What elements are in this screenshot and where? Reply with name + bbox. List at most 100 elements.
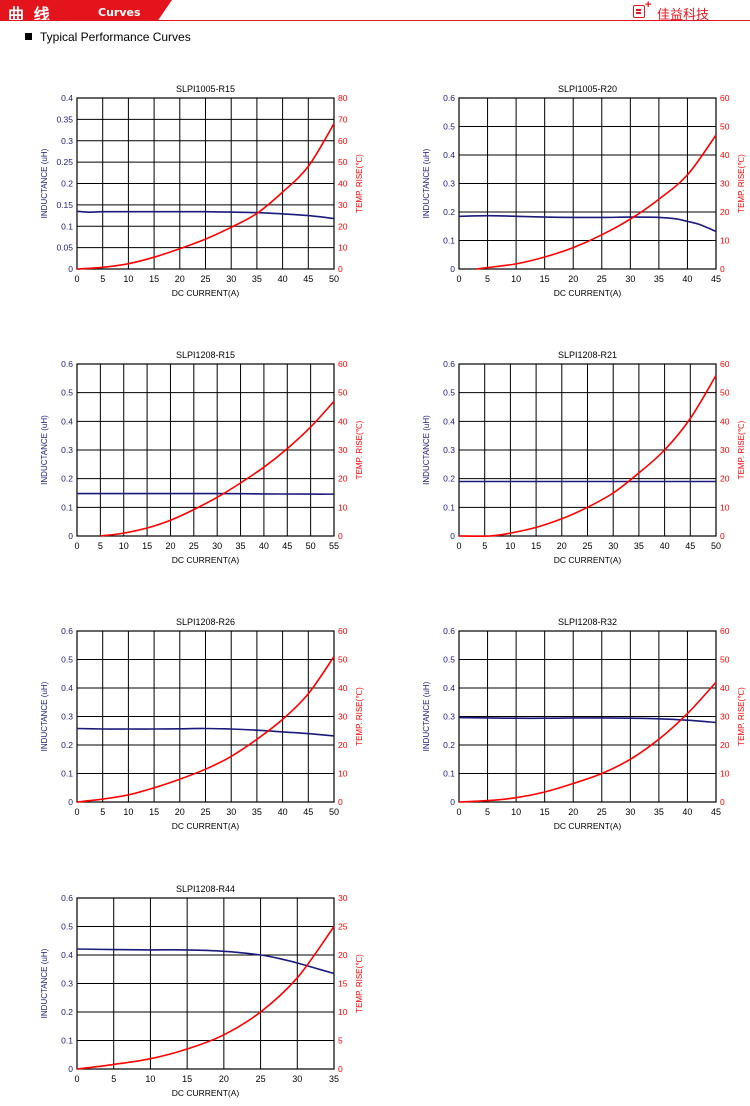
y-tick-label-left: 0: [68, 264, 73, 274]
x-tick-label: 15: [149, 274, 159, 284]
x-tick-label: 50: [329, 274, 339, 284]
y-tick-label-left: 0.1: [443, 236, 455, 246]
x-tick-label: 25: [200, 807, 210, 817]
x-tick-label: 20: [568, 274, 578, 284]
y-tick-label-left: 0.1: [61, 1036, 73, 1046]
y-axis-label-right: TEMP. RISE(℃): [355, 420, 364, 479]
y-tick-label-right: 30: [720, 712, 730, 722]
x-tick-label: 5: [485, 274, 490, 284]
x-tick-label: 0: [74, 1074, 79, 1084]
y-tick-label-left: 0: [450, 264, 455, 274]
y-tick-label-right: 60: [720, 93, 730, 103]
x-axis-label: DC CURRENT(A): [554, 555, 622, 565]
y-tick-label-left: 0: [68, 531, 73, 541]
x-axis-label: DC CURRENT(A): [172, 288, 240, 298]
y-tick-label-left: 0: [450, 797, 455, 807]
temp-rise-series-line: [76, 926, 335, 1070]
chart-2: 0 5 10 15 20 25 30 35 40 4500.10.20.30.40.50.6010…: [422, 84, 746, 298]
x-tick-label: 10: [145, 1074, 155, 1084]
y-tick-label-right: 80: [338, 93, 348, 103]
y-axis-label-left: INDUCTANCE (uH): [40, 415, 49, 485]
y-axis-label-right: TEMP. RISE(℃): [737, 420, 746, 479]
plot-frame: [458, 630, 717, 803]
x-tick-label: 30: [226, 807, 236, 817]
y-tick-label-right: 30: [338, 445, 348, 455]
x-axis-label: DC CURRENT(A): [172, 821, 240, 831]
x-tick-label: 45: [711, 807, 721, 817]
y-tick-label-left: 0.1: [443, 769, 455, 779]
header-divider: [0, 20, 750, 21]
x-tick-label: 15: [182, 1074, 192, 1084]
x-tick-label: 5: [100, 807, 105, 817]
y-tick-label-left: 0.6: [443, 626, 455, 636]
header-title-cn: 曲 线: [8, 5, 52, 24]
y-tick-label-left: 0.3: [443, 712, 455, 722]
plot-frame: [76, 363, 335, 537]
x-tick-label: 40: [278, 807, 288, 817]
y-tick-label-right: 0: [338, 264, 343, 274]
y-tick-label-right: 30: [338, 712, 348, 722]
x-tick-label: 35: [329, 1074, 339, 1084]
x-axis-label: DC CURRENT(A): [172, 555, 240, 565]
inductance-series-line: [76, 492, 335, 495]
y-tick-label-left: 0.3: [61, 136, 73, 146]
y-tick-label-right: 30: [720, 445, 730, 455]
header-title-en: Curves: [98, 6, 141, 19]
x-tick-label: 0: [74, 807, 79, 817]
bullet-square-icon: [25, 33, 32, 40]
inductance-series-line: [76, 210, 335, 220]
y-tick-label-left: 0.05: [56, 243, 73, 253]
y-tick-label-left: 0.5: [443, 122, 455, 132]
x-tick-label: 25: [597, 807, 607, 817]
y-axis-label-right: TEMP. RISE(℃): [355, 954, 364, 1013]
y-tick-label-left: 0.3: [61, 979, 73, 989]
x-tick-label: 35: [252, 807, 262, 817]
chart-3: 0 5 10 15 20 25 30 35 40 45 50 5500.10.20.30.40.50.…: [40, 350, 364, 565]
chart-title: SLPI1208-R15: [176, 350, 235, 360]
y-tick-label-left: 0.2: [443, 474, 455, 484]
y-tick-label-left: 0.5: [443, 655, 455, 665]
y-tick-label-right: 10: [720, 769, 730, 779]
chart-title: SLPI1208-R21: [558, 350, 617, 360]
y-tick-label-right: 50: [338, 655, 348, 665]
x-tick-label: 15: [531, 541, 541, 551]
y-tick-label-right: 60: [338, 626, 348, 636]
y-tick-label-left: 0.2: [61, 474, 73, 484]
x-tick-label: 45: [282, 541, 292, 551]
x-tick-label: 10: [119, 541, 129, 551]
x-tick-label: 20: [219, 1074, 229, 1084]
y-tick-label-left: 0.1: [61, 502, 73, 512]
y-tick-label-left: 0.3: [61, 445, 73, 455]
chart-title: SLPI1005-R15: [176, 84, 235, 94]
y-tick-label-right: 20: [720, 207, 730, 217]
company-name: 佳益科技: [657, 8, 710, 23]
plot-frame: [458, 363, 717, 537]
y-tick-label-right: 15: [338, 979, 348, 989]
y-tick-label-right: 10: [338, 243, 348, 253]
x-axis-label: DC CURRENT(A): [554, 821, 622, 831]
y-tick-label-right: 70: [338, 114, 348, 124]
y-tick-label-left: 0.25: [56, 157, 73, 167]
y-tick-label-left: 0.5: [61, 922, 73, 932]
y-tick-label-right: 40: [338, 179, 348, 189]
x-tick-label: 10: [511, 274, 521, 284]
x-tick-label: 40: [259, 541, 269, 551]
temp-rise-series-line: [76, 123, 335, 270]
x-tick-label: 20: [568, 807, 578, 817]
section-title: Typical Performance Curves: [40, 30, 191, 44]
page-header: 曲 线 Curves: [0, 0, 750, 24]
x-tick-label: 0: [456, 274, 461, 284]
chart-6: 0 5 10 15 20 25 30 35 40 4500.10.20.30.40.50.6010…: [422, 617, 746, 831]
y-tick-label-left: 0.2: [61, 179, 73, 189]
y-tick-label-left: 0.4: [443, 683, 455, 693]
y-tick-label-left: 0.3: [61, 712, 73, 722]
x-tick-label: 0: [456, 541, 461, 551]
inductance-series-line: [458, 716, 717, 724]
x-tick-label: 25: [189, 541, 199, 551]
y-axis-label-left: INDUCTANCE (uH): [40, 681, 49, 751]
y-axis-label-right: TEMP. RISE(℃): [737, 154, 746, 213]
x-tick-label: 15: [540, 807, 550, 817]
x-tick-label: 35: [634, 541, 644, 551]
chart-title: SLPI1208-R26: [176, 617, 235, 627]
